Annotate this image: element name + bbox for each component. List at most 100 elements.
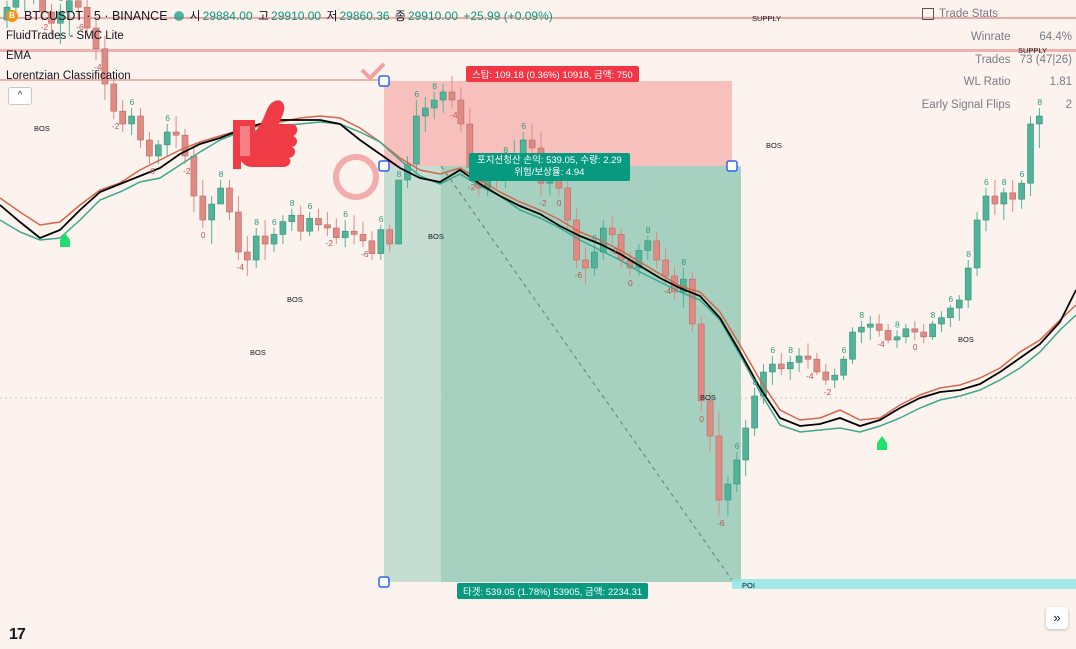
candle	[119, 110, 126, 125]
signal-digit: -4	[94, 62, 102, 72]
signal-digit: 8	[895, 319, 900, 329]
symbol-title[interactable]: BTCUSDT · 5 · BINANCE	[24, 9, 168, 23]
signal-digit: 8	[753, 377, 758, 387]
signal-digit: 6	[308, 201, 313, 211]
candle	[822, 371, 830, 381]
signal-digit: -2	[610, 246, 618, 256]
candle	[742, 427, 750, 461]
position-close-label[interactable]: 포지션청산 손익: 539.05, 수량: 2.29 위험/보상율: 4.94	[469, 153, 630, 181]
candle	[795, 355, 803, 363]
bos-label: BOS	[700, 393, 716, 402]
candle	[359, 234, 367, 242]
signal-digit: 6	[130, 97, 135, 107]
candle	[457, 99, 465, 125]
signal-digit: -6	[575, 270, 583, 280]
candle	[261, 235, 269, 245]
stop-handle[interactable]	[378, 75, 390, 87]
candle	[608, 227, 616, 235]
signal-digit: 8	[859, 310, 864, 320]
candle	[840, 358, 847, 376]
symbol-row: B BTCUSDT · 5 · BINANCE 시 29884.00 고 29910…	[6, 6, 555, 26]
indicator-ema[interactable]: EMA	[6, 50, 31, 62]
candle	[395, 179, 402, 245]
signal-digit: -6	[147, 166, 155, 176]
tradingview-logo[interactable]: 17	[9, 626, 26, 643]
stats-row-wl-ratio: WL Ratio 1.81	[963, 76, 1072, 89]
signal-digit: 8	[254, 217, 259, 227]
candle	[938, 317, 945, 325]
entry-handle[interactable]	[378, 160, 390, 172]
candle	[804, 355, 812, 360]
signal-digit: -4	[450, 110, 458, 120]
candle	[430, 99, 438, 109]
candle	[368, 240, 376, 254]
signal-digit: 6	[948, 294, 953, 304]
indicator-lorentzian[interactable]: Lorentzian Classification	[6, 70, 131, 82]
candle	[226, 187, 233, 213]
candle	[564, 187, 572, 221]
signal-digit: 8	[646, 225, 651, 235]
candle	[697, 323, 705, 402]
target-zone	[441, 166, 741, 582]
signal-digit: -2	[468, 182, 476, 192]
stop-label[interactable]: 스탑: 109.18 (0.36%) 10918, 금액: 750	[466, 66, 639, 82]
right-handle[interactable]	[726, 160, 738, 172]
candle	[1027, 123, 1034, 184]
signal-digit: 8	[966, 249, 971, 259]
signal-digit: 6	[984, 177, 989, 187]
signal-digit: -4	[877, 339, 885, 349]
buy-signal-marker	[60, 233, 70, 247]
candle	[448, 91, 456, 101]
collapse-legend-button[interactable]: ^	[8, 87, 32, 105]
candle	[324, 224, 331, 229]
scroll-to-realtime-button[interactable]: »	[1046, 607, 1068, 629]
signal-digit: 6	[521, 121, 526, 131]
indicator-fluidtrades[interactable]: FluidTrades - SMC Lite	[6, 30, 124, 42]
candle	[875, 323, 883, 331]
target-label[interactable]: 타겟: 539.05 (1.78%) 53905, 금액: 2234.31	[457, 583, 649, 599]
pre-entry-zone	[384, 166, 441, 582]
risk-reward-text: 위험/보상율: 4.94	[514, 167, 585, 178]
candle	[929, 323, 936, 338]
signal-digit: 8	[788, 345, 793, 355]
candle	[350, 230, 358, 235]
candle	[235, 211, 242, 253]
supply-line-low	[0, 79, 384, 81]
signal-digit: -4	[806, 371, 814, 381]
candle	[57, 11, 64, 24]
signal-digit: 0	[628, 278, 633, 288]
candle	[208, 203, 215, 221]
candle	[528, 139, 536, 149]
stats-row-trades: Trades 73 (47|26)	[975, 53, 1072, 66]
signal-digit: 0	[699, 414, 704, 424]
candle	[83, 6, 91, 29]
checkbox-icon[interactable]	[922, 8, 934, 20]
signal-digit: 8	[397, 169, 402, 179]
signal-digit: 8	[503, 145, 508, 155]
candle	[769, 363, 776, 373]
market-status-icon	[173, 11, 184, 21]
candle	[866, 323, 874, 328]
line-teal	[0, 121, 1076, 433]
candle	[920, 331, 928, 338]
candle	[911, 328, 919, 333]
signal-digits: 8 6 -2 6 -6 -4 -2 6 -6 6 -2 0 8 -4 8 6 8 6 -2 6 -6 6 8 6 8 -4 -2 6 8…	[41, 0, 1043, 528]
candle	[955, 299, 963, 309]
candle	[813, 358, 821, 373]
line-red	[0, 115, 1076, 421]
target-handle[interactable]	[378, 576, 390, 588]
candle	[315, 218, 322, 226]
stats-row-signal-flips: Early Signal Flips 2	[921, 98, 1072, 111]
candle	[947, 307, 954, 318]
signal-digit: -2	[183, 166, 191, 176]
bos-label: BOS	[766, 141, 782, 150]
signal-digit: 8	[219, 169, 224, 179]
signal-digit: 6	[272, 217, 277, 227]
candle	[386, 229, 394, 245]
candle	[74, 0, 82, 8]
bos-label: BOS	[958, 335, 974, 344]
signal-digit: 8	[1037, 97, 1042, 107]
candle	[155, 144, 162, 157]
ohlc-values: 시 29884.00 고 29910.00 저 29860.36 종 29910.00 …	[189, 9, 553, 23]
candle	[137, 115, 144, 141]
